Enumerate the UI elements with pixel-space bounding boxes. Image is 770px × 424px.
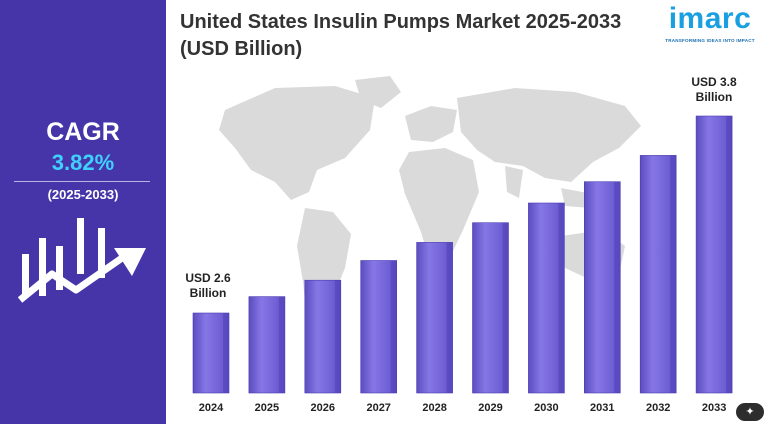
annotation-first-value: USD 2.6 Billion <box>185 271 231 300</box>
cagr-divider <box>14 181 150 182</box>
cagr-period: (2025-2033) <box>47 187 119 202</box>
bar-shade-2033 <box>726 116 733 393</box>
chart-title: United States Insulin Pumps Market 2025-… <box>180 11 622 60</box>
cagr-panel: CAGR 3.82% (2025-2033) <box>0 0 166 424</box>
annotation-last-value: USD 3.8 Billion <box>691 75 737 104</box>
x-tick-label-2028: 2028 <box>422 402 446 414</box>
bar-shade-2028 <box>446 242 453 393</box>
x-tick-label-2029: 2029 <box>478 402 502 414</box>
bar-shade-2031 <box>614 181 621 393</box>
x-tick-label-2031: 2031 <box>590 402 614 414</box>
x-tick-label-2027: 2027 <box>366 402 390 414</box>
x-tick-label-2030: 2030 <box>534 402 558 414</box>
cagr-value: 3.82% <box>51 150 115 175</box>
bar-shade-2029 <box>502 222 509 393</box>
world-map-icon <box>219 76 641 332</box>
bar-shade-2025 <box>278 296 285 393</box>
cagr-label: CAGR <box>46 118 120 146</box>
logo-tagline: TRANSFORMING IDEAS INTO IMPACT <box>665 38 755 43</box>
magic-wand-button[interactable]: ✦ <box>736 403 764 421</box>
bar-shade-2032 <box>670 155 677 393</box>
x-tick-label-2026: 2026 <box>311 402 335 414</box>
bar-shade-2030 <box>558 203 565 393</box>
bar-shade-2027 <box>390 260 397 393</box>
imarc-logo: imarc TRANSFORMING IDEAS INTO IMPACT <box>655 2 765 50</box>
bar-chart-growth-arrow-icon <box>18 218 146 303</box>
logo-wordmark: imarc <box>668 2 752 35</box>
magic-wand-icon: ✦ <box>745 405 755 418</box>
x-tick-label-2024: 2024 <box>199 402 224 414</box>
x-tick-label-2032: 2032 <box>646 402 670 414</box>
x-tick-label-2025: 2025 <box>255 402 279 414</box>
bar-shade-2024 <box>223 313 229 393</box>
x-tick-label-2033: 2033 <box>702 402 726 414</box>
bar-shade-2026 <box>334 280 341 393</box>
